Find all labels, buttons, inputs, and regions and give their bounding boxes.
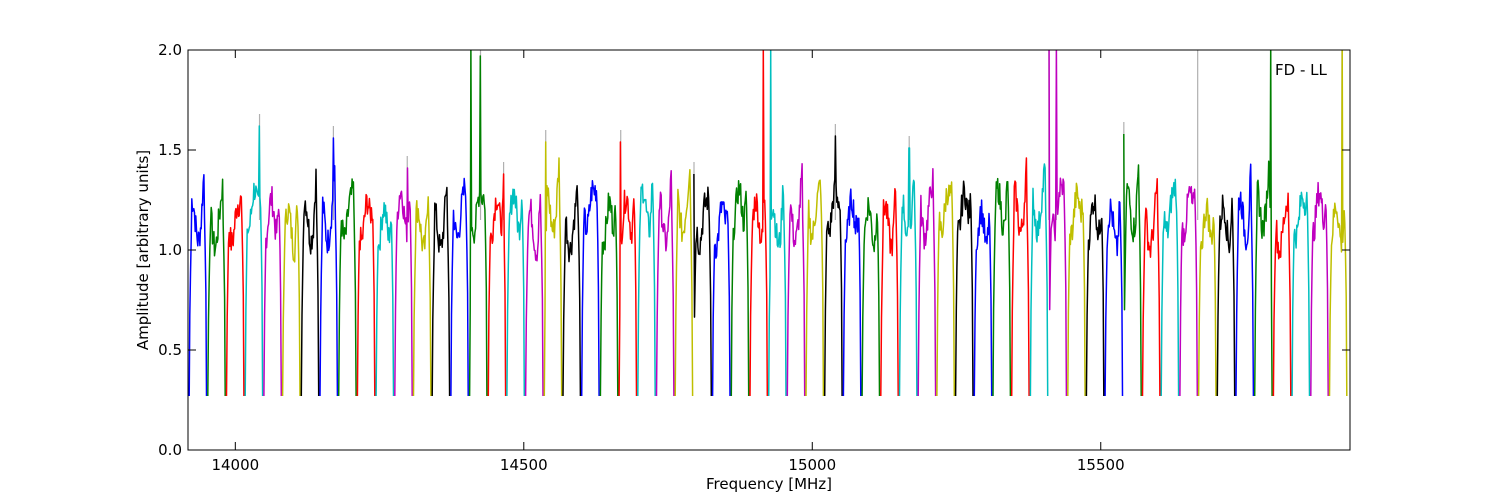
y-tick-label: 0.5	[158, 341, 182, 359]
channel-series	[1235, 163, 1255, 397]
channel-series	[730, 180, 750, 397]
channel-series	[580, 180, 600, 397]
channel-series	[711, 201, 731, 397]
channel-series	[1216, 194, 1236, 397]
channel-series	[637, 182, 656, 397]
channel-series	[1272, 192, 1292, 397]
channel-series	[1141, 178, 1161, 397]
channel-series	[1197, 197, 1217, 397]
y-tick-label: 1.5	[158, 141, 182, 159]
channel-series	[1010, 157, 1030, 397]
x-axis-ticks: 14000 14500 15000 15500	[211, 50, 1125, 474]
x-tick-label: 15000	[788, 456, 836, 474]
channel-series	[1029, 163, 1049, 397]
channel-series	[842, 188, 862, 397]
channel-series	[992, 177, 1012, 397]
channel-series	[468, 50, 488, 397]
channel-series	[225, 195, 245, 397]
channel-series	[412, 196, 432, 397]
channel-series	[880, 188, 899, 397]
channel-series	[319, 137, 339, 397]
channel-series	[917, 167, 937, 397]
channel-series	[281, 203, 301, 397]
x-tick-label: 14000	[211, 456, 259, 474]
channel-series	[1179, 185, 1199, 397]
channel-series	[300, 168, 320, 397]
y-axis-label: Amplitude [arbitrary units]	[134, 150, 152, 350]
panel-annotation: FD - LL	[1275, 61, 1327, 79]
channel-series	[450, 177, 469, 397]
channel-series	[356, 193, 376, 397]
channel-series	[1160, 178, 1180, 397]
channel-series	[375, 202, 395, 397]
channel-series	[1310, 181, 1329, 397]
channel-series	[655, 169, 675, 397]
channel-series	[487, 173, 507, 397]
channel-series	[188, 174, 208, 397]
channel-series	[543, 141, 563, 397]
y-axis-ticks: 0.0 0.5 1.0 1.5 2.0	[158, 41, 1350, 459]
channel-series	[786, 162, 806, 397]
channel-series	[394, 167, 413, 397]
channel-series	[954, 180, 974, 397]
channel-series	[1253, 50, 1273, 397]
channel-series	[1328, 50, 1348, 397]
y-tick-label: 1.0	[158, 241, 182, 259]
channel-series	[562, 185, 582, 397]
channel-series	[767, 50, 787, 397]
channel-series	[524, 193, 544, 397]
channel-series	[1048, 50, 1068, 397]
channel-series	[1123, 133, 1142, 397]
x-tick-label: 14500	[500, 456, 548, 474]
channel-series	[674, 169, 694, 397]
y-tick-label: 2.0	[158, 41, 182, 59]
channel-series	[506, 188, 526, 397]
channel-series	[805, 179, 825, 397]
x-axis-label: Frequency [MHz]	[706, 475, 832, 493]
channel-series	[207, 178, 226, 397]
channel-series	[823, 135, 843, 397]
channel-series	[936, 181, 956, 397]
channel-series	[1085, 194, 1105, 397]
channel-series	[599, 192, 619, 397]
plot-area	[188, 50, 1348, 397]
channel-series	[973, 199, 993, 397]
x-tick-label: 15500	[1077, 456, 1125, 474]
channel-series	[749, 50, 769, 397]
channel-series	[693, 173, 713, 397]
channel-series	[263, 186, 283, 397]
channel-series	[861, 197, 881, 397]
channel-series	[618, 141, 638, 397]
channel-series	[898, 147, 918, 397]
channel-series	[244, 125, 264, 397]
channel-series	[431, 186, 451, 397]
channel-series	[1104, 198, 1124, 397]
channel-series	[1067, 182, 1086, 397]
channel-series	[337, 178, 357, 397]
channel-series	[1291, 191, 1311, 397]
series-layer	[188, 50, 1348, 397]
y-tick-label: 0.0	[158, 441, 182, 459]
